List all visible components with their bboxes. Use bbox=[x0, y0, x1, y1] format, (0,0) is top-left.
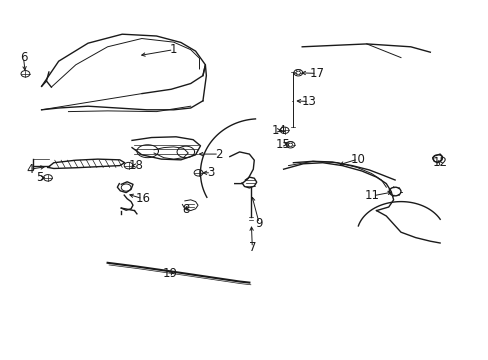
Text: 2: 2 bbox=[215, 148, 223, 161]
Text: 16: 16 bbox=[135, 192, 150, 205]
Text: 5: 5 bbox=[36, 171, 44, 184]
Polygon shape bbox=[48, 159, 124, 168]
Text: 19: 19 bbox=[163, 267, 177, 280]
Text: 7: 7 bbox=[248, 241, 256, 254]
Text: 4: 4 bbox=[26, 163, 34, 176]
Text: 11: 11 bbox=[365, 189, 379, 202]
Text: 10: 10 bbox=[350, 153, 365, 166]
Text: 12: 12 bbox=[432, 156, 447, 169]
Text: 17: 17 bbox=[309, 67, 324, 80]
Text: 1: 1 bbox=[169, 43, 177, 56]
Text: 3: 3 bbox=[207, 166, 215, 179]
Text: 9: 9 bbox=[255, 217, 263, 230]
Text: 13: 13 bbox=[301, 95, 316, 108]
Text: 14: 14 bbox=[271, 124, 285, 137]
Text: 6: 6 bbox=[20, 51, 27, 64]
Text: 15: 15 bbox=[275, 138, 289, 150]
Text: 18: 18 bbox=[128, 159, 143, 172]
Text: 8: 8 bbox=[182, 203, 189, 216]
